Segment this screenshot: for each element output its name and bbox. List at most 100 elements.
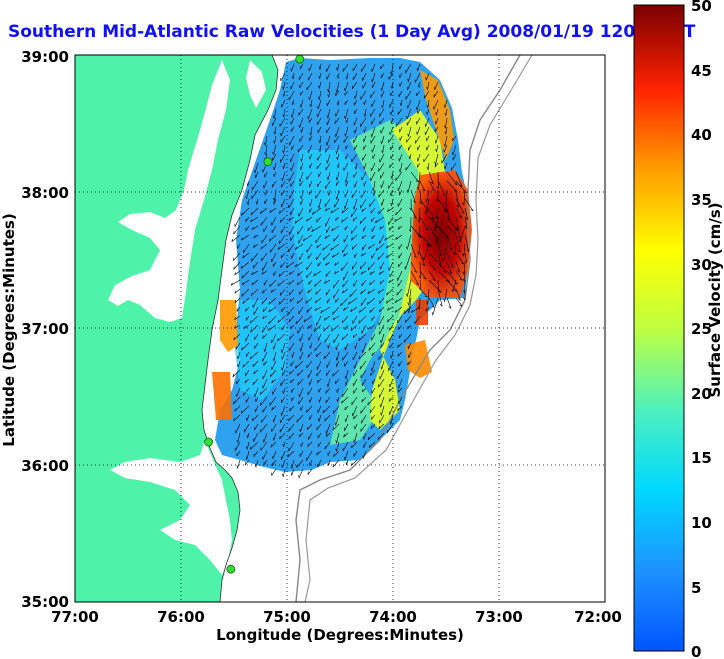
velocity-arrow (371, 423, 376, 429)
velocity-arrow (407, 324, 412, 330)
velocity-arrow (245, 216, 250, 222)
velocity-arrow (327, 108, 331, 119)
velocity-arrow (280, 378, 286, 386)
velocity-arrow (416, 117, 421, 125)
velocity-arrow-head (456, 227, 460, 230)
velocity-arrow (418, 243, 421, 255)
velocity-arrow (455, 261, 461, 273)
velocity-arrow (325, 162, 331, 171)
velocity-arrow (345, 414, 349, 422)
velocity-arrow (337, 63, 340, 71)
velocity-arrow (272, 117, 277, 126)
velocity-arrow-head (343, 434, 345, 438)
velocity-arrow-head (307, 116, 309, 120)
velocity-arrow (333, 234, 340, 242)
bathymetry-contour (295, 55, 521, 602)
velocity-arrow (259, 423, 268, 433)
velocity-arrow (263, 180, 268, 189)
velocity-arrow-head (463, 297, 466, 301)
velocity-arrow (459, 225, 466, 243)
velocity-arrow-head (296, 419, 298, 423)
velocity-arrow (371, 351, 376, 357)
velocity-arrow (269, 207, 277, 213)
velocity-arrow-head (426, 301, 428, 305)
velocity-arrow (381, 180, 385, 189)
velocity-arrow-head (326, 115, 329, 119)
velocity-arrow (281, 198, 286, 208)
velocity-arrow (319, 72, 322, 79)
velocity-arrow-head (272, 151, 274, 155)
velocity-arrow-head (316, 245, 318, 249)
velocity-arrow (436, 207, 439, 220)
velocity-arrow-head (353, 206, 355, 210)
velocity-arrow-head (278, 273, 281, 277)
velocity-arrow-head (352, 272, 355, 276)
velocity-arrow (245, 315, 250, 321)
velocity-arrow-head (291, 354, 293, 358)
velocity-arrow (282, 468, 286, 477)
velocity-arrow-head (269, 238, 271, 242)
velocity-arrow (353, 387, 358, 394)
velocity-arrow-head (243, 325, 246, 329)
velocity-arrow-head (313, 273, 316, 277)
velocity-arrow-head (425, 199, 427, 203)
velocity-arrow-head (361, 253, 363, 257)
velocity-arrow (454, 243, 457, 256)
velocity-arrow (398, 360, 403, 367)
velocity-arrow (373, 180, 376, 191)
velocity-arrow (390, 414, 394, 425)
velocity-arrow-head (269, 283, 271, 287)
velocity-arrow (463, 189, 466, 206)
velocity-arrow (299, 288, 304, 295)
velocity-arrow-head (253, 244, 255, 248)
velocity-arrow (388, 72, 394, 80)
velocity-arrow (397, 270, 403, 281)
velocity-arrow-head (423, 256, 425, 261)
velocity-arrow (290, 207, 295, 216)
velocity-arrow (352, 351, 358, 361)
velocity-arrow (368, 243, 376, 249)
velocity-arrow-head (323, 355, 325, 359)
velocity-arrow-head (354, 130, 356, 134)
velocity-arrow-head (251, 282, 254, 286)
velocity-arrow-head (287, 454, 289, 458)
velocity-arrow (317, 459, 322, 468)
velocity-arrow (379, 225, 385, 230)
velocity-arrow (419, 180, 426, 192)
velocity-arrow (263, 459, 268, 466)
velocity-arrow-head (279, 436, 281, 440)
velocity-arrow (328, 81, 331, 93)
plot-frame (74, 54, 606, 603)
velocity-arrow (426, 135, 430, 142)
velocity-arrow (344, 99, 349, 105)
velocity-arrow (378, 315, 385, 326)
velocity-arrow (288, 90, 295, 101)
velocity-arrow (364, 162, 367, 170)
velocity-arrow-head (368, 245, 371, 249)
x-tick-label: 74:00 (369, 608, 417, 626)
velocity-arrow (283, 162, 286, 169)
velocity-arrow (381, 198, 385, 206)
velocity-arrow (446, 207, 450, 220)
velocity-arrow-head (264, 152, 266, 156)
velocity-arrow (378, 351, 385, 360)
velocity-arrow (445, 126, 448, 135)
y-tick-label: 35:00 (21, 593, 69, 611)
velocity-arrow (306, 81, 313, 91)
velocity-arrow-head (241, 347, 243, 351)
velocity-arrow (281, 459, 286, 468)
velocity-arrow-head (271, 407, 273, 411)
velocity-arrow-head (387, 208, 390, 212)
velocity-arrow (326, 369, 331, 376)
velocity-arrow-head (430, 181, 434, 185)
velocity-arrow (455, 189, 459, 208)
velocity-arrow-head (253, 371, 255, 374)
velocity-arrow (386, 243, 394, 249)
velocity-arrow (290, 234, 295, 241)
velocity-arrow-head (306, 274, 308, 278)
velocity-arrow-head (390, 355, 392, 359)
velocity-arrow (351, 459, 358, 466)
velocity-arrow (372, 378, 376, 385)
velocity-arrow-head (423, 277, 427, 280)
velocity-arrow (252, 378, 259, 385)
